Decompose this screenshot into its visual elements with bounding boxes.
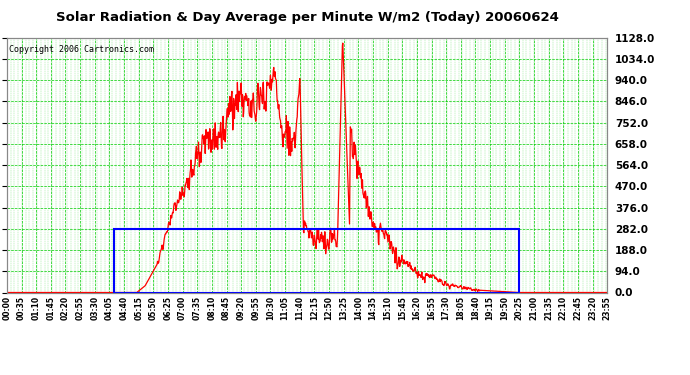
Text: 12:15: 12:15 xyxy=(310,296,319,320)
Text: 13:25: 13:25 xyxy=(339,296,348,320)
Text: 23:20: 23:20 xyxy=(588,296,597,320)
Text: 20:25: 20:25 xyxy=(515,296,524,320)
Text: 05:15: 05:15 xyxy=(134,296,143,320)
Text: 03:30: 03:30 xyxy=(90,296,99,320)
Text: 08:45: 08:45 xyxy=(222,296,231,320)
Text: 06:25: 06:25 xyxy=(164,296,172,320)
Text: 22:45: 22:45 xyxy=(573,296,582,320)
Text: 07:00: 07:00 xyxy=(178,296,187,321)
Text: 10:30: 10:30 xyxy=(266,296,275,320)
Text: 00:00: 00:00 xyxy=(2,296,12,320)
Text: 00:35: 00:35 xyxy=(17,296,26,320)
Text: 02:20: 02:20 xyxy=(61,296,70,320)
Text: 23:55: 23:55 xyxy=(602,296,612,320)
Text: 09:20: 09:20 xyxy=(237,296,246,320)
Text: 04:40: 04:40 xyxy=(119,296,128,320)
Text: 15:10: 15:10 xyxy=(383,296,392,320)
Text: 15:45: 15:45 xyxy=(397,296,406,320)
Text: 01:10: 01:10 xyxy=(32,296,41,320)
Text: Solar Radiation & Day Average per Minute W/m2 (Today) 20060624: Solar Radiation & Day Average per Minute… xyxy=(56,11,558,24)
Text: 09:55: 09:55 xyxy=(251,296,260,320)
Text: 08:10: 08:10 xyxy=(208,296,217,321)
Text: 16:55: 16:55 xyxy=(427,296,436,320)
Text: 19:50: 19:50 xyxy=(500,296,509,320)
Text: 05:50: 05:50 xyxy=(149,296,158,320)
Text: 18:40: 18:40 xyxy=(471,296,480,321)
Text: 17:30: 17:30 xyxy=(442,296,451,321)
Text: 22:10: 22:10 xyxy=(559,296,568,320)
Text: 11:05: 11:05 xyxy=(281,296,290,320)
Text: 02:55: 02:55 xyxy=(76,296,85,320)
Text: 01:45: 01:45 xyxy=(46,296,55,320)
Text: 21:35: 21:35 xyxy=(544,296,553,320)
Text: 21:00: 21:00 xyxy=(529,296,538,320)
Text: Copyright 2006 Cartronics.com: Copyright 2006 Cartronics.com xyxy=(9,45,154,54)
Text: 19:15: 19:15 xyxy=(486,296,495,320)
Text: 14:00: 14:00 xyxy=(354,296,363,320)
Text: 12:50: 12:50 xyxy=(324,296,333,320)
Text: 04:05: 04:05 xyxy=(105,296,114,320)
Text: 18:05: 18:05 xyxy=(456,296,465,320)
Text: 16:20: 16:20 xyxy=(413,296,422,320)
Text: 11:40: 11:40 xyxy=(295,296,304,320)
Bar xyxy=(114,229,520,292)
Text: 07:35: 07:35 xyxy=(193,296,201,320)
Text: 14:35: 14:35 xyxy=(368,296,377,320)
